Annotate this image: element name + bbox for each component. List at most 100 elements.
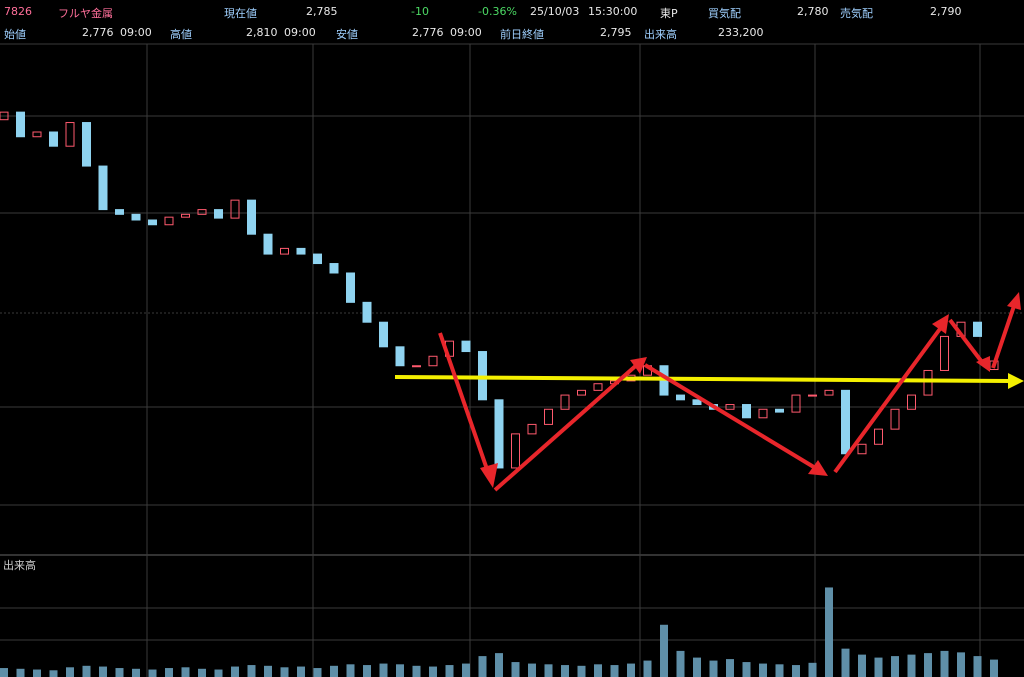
volume-bar [726,659,734,677]
volume: 233,200 [718,26,764,39]
volume-bar [660,624,668,677]
volume-bar [627,663,635,677]
candle-body [758,408,768,419]
volume-bar [990,659,998,677]
candle-body [82,122,91,167]
candle-body [49,131,58,147]
volume-bar [297,666,305,677]
volume-bar [132,668,140,677]
candle-body [247,199,256,235]
volume-label: 出来高 [3,558,36,572]
candle-body [379,321,388,348]
volume-bar [363,665,371,677]
arrow-head [630,357,647,374]
candle-body [676,394,685,401]
candle-body [841,389,850,455]
volume-bar [792,665,800,677]
arrow [643,363,824,474]
volume-bar [445,665,454,677]
ask: 2,790 [930,5,962,18]
marks [0,111,999,677]
candle-body [890,408,900,430]
volume-bar [676,650,685,677]
volume-bar [528,663,536,677]
candle-body [940,335,949,371]
candle-body [197,209,207,215]
label: 安値 [336,28,358,41]
label: 売気配 [840,7,873,20]
volume-bar [16,668,25,677]
volume-bar [99,666,107,677]
volume-bar [0,668,8,677]
time: 09:00 [450,26,482,39]
candle-body [907,394,916,410]
arrow [948,318,987,368]
candle-body [346,272,355,303]
candle-body [115,209,124,215]
volume-bar [594,664,602,677]
volume-bar [198,668,206,677]
volume-bar [973,656,982,677]
label: 高値 [170,28,192,41]
volume-bar [429,666,437,677]
volume-bar [495,653,503,677]
candle-body [98,165,108,211]
volume-bar [643,660,652,677]
grid [0,43,1024,677]
volume-bar [610,665,619,677]
volume-bar [693,657,701,677]
market: 東P [660,7,678,20]
candle-body [412,365,421,368]
candle-body [428,355,438,367]
volume-bar [709,660,718,677]
arrow-head [808,460,828,476]
trend-arrows [438,299,1018,492]
volume-bar [825,587,833,677]
low: 2,776 [412,26,444,39]
volume-bar [907,654,916,677]
volume-bar [313,668,322,677]
candle-body [692,399,702,406]
candle-body [742,404,751,419]
time: 09:00 [120,26,152,39]
candle-body [973,321,982,337]
time: 09:00 [284,26,316,39]
label: 始値 [4,28,26,41]
candle-body [65,122,75,147]
candle-body [527,423,537,435]
arrow-head [1007,292,1021,310]
code: 7826 [4,5,32,18]
volume-bar [759,663,767,677]
volume-bar [544,664,553,677]
volume-bar [561,665,569,677]
arrow-head [1008,373,1024,389]
candle-body [181,213,190,218]
time: 15:30:00 [588,5,638,18]
candle-body [808,394,817,397]
arrow [991,299,1018,369]
candle-body [923,369,933,396]
high: 2,810 [246,26,278,39]
volume-bar [412,665,421,677]
candle-body [32,131,42,138]
volume-bar [264,665,272,677]
volume-bar [247,665,256,677]
volume-bar [181,667,190,677]
volume-bar [49,670,58,677]
price: 2,785 [306,5,338,18]
name: フルヤ金属 [58,7,113,20]
candle-body [857,443,867,455]
volume-bar [874,657,883,677]
candle-body [461,340,471,353]
open: 2,776 [82,26,114,39]
volume-bar [379,663,388,677]
label: 買気配 [708,7,741,20]
candle-body [560,394,570,410]
candle-body [329,263,339,274]
candle-body [362,301,372,323]
volume-bar [231,666,239,677]
volume-bar [462,663,470,677]
volume-bar [577,665,586,677]
label: 現在値 [224,7,257,20]
